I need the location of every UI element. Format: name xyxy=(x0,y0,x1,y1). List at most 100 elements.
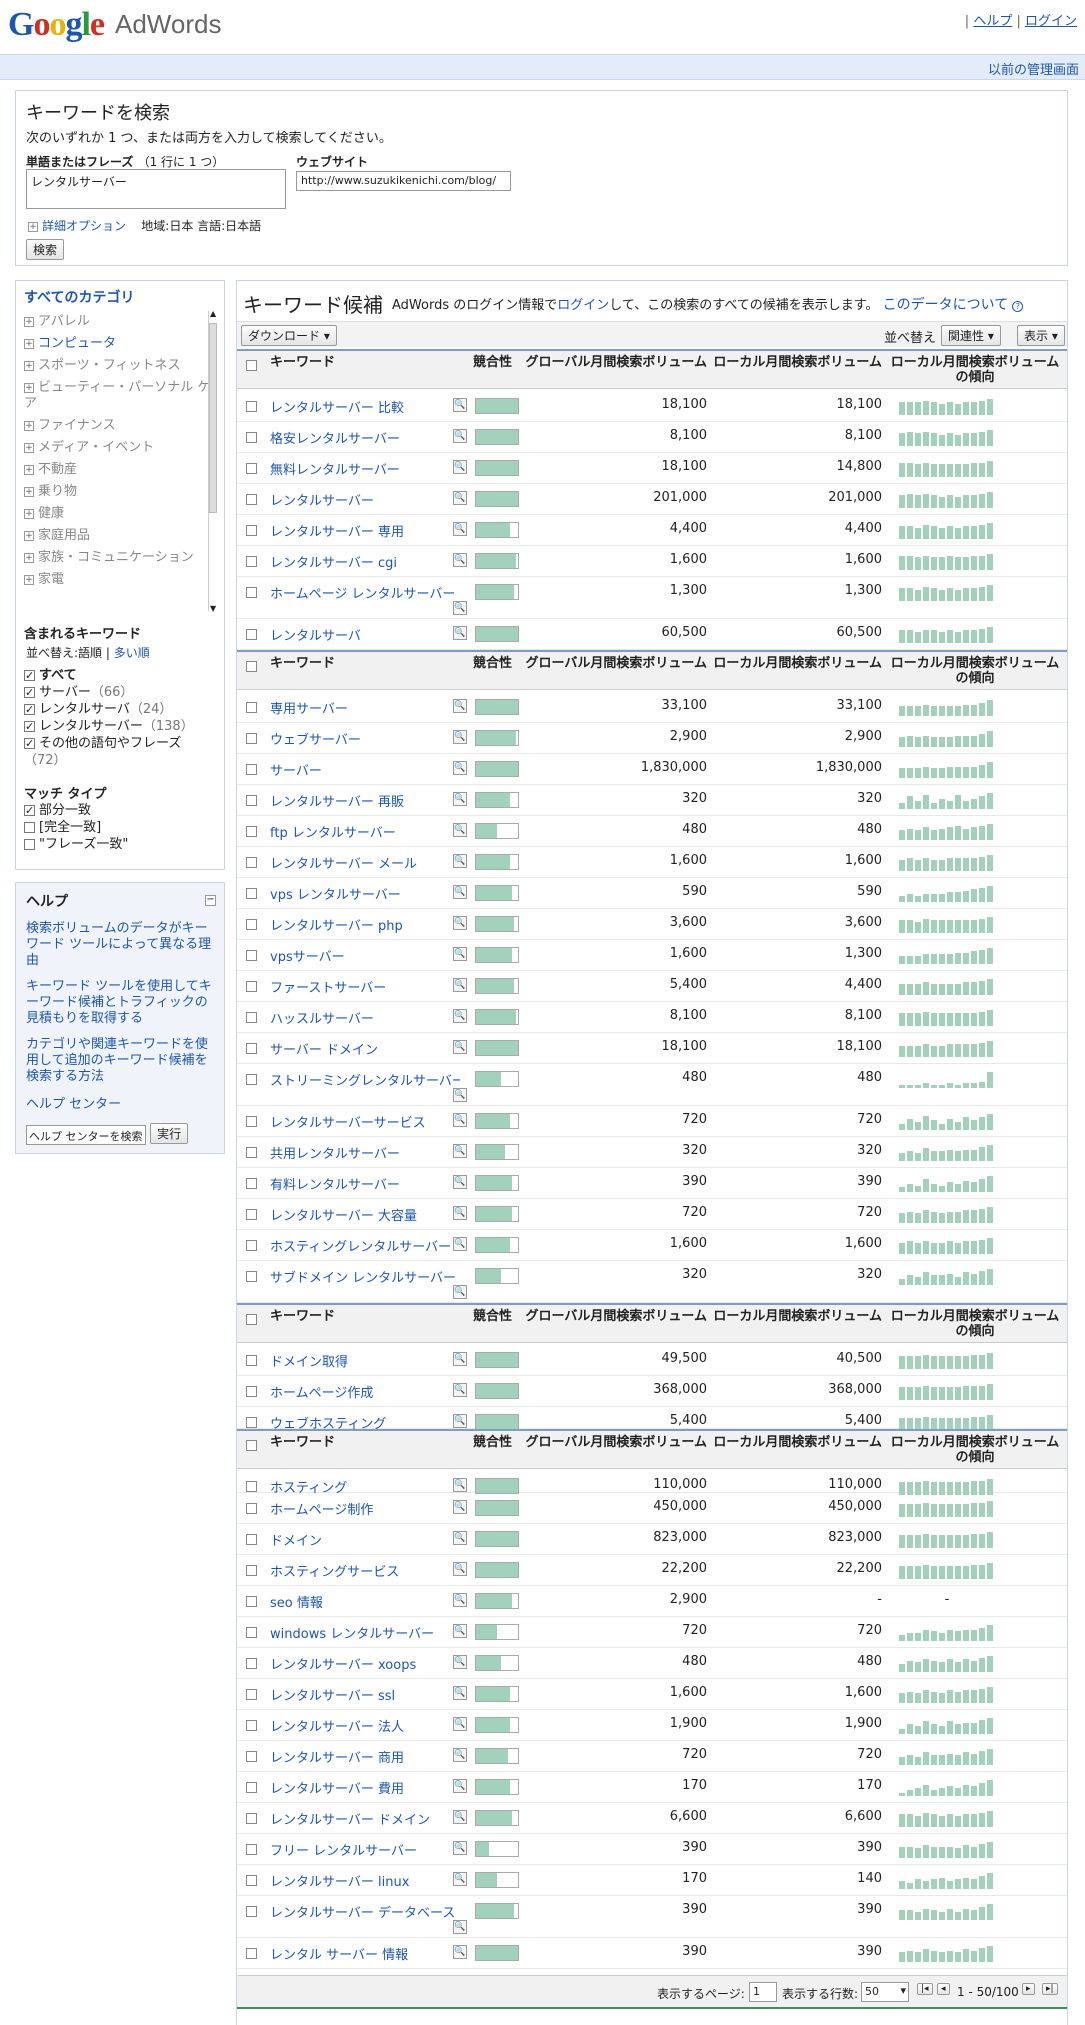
select-all-checkbox[interactable] xyxy=(246,360,257,371)
website-input[interactable]: http://www.suzukikenichi.com/blog/ xyxy=(296,171,511,191)
row-checkbox[interactable] xyxy=(246,1720,257,1731)
search-icon[interactable]: 🔍 xyxy=(453,1113,467,1127)
row-checkbox[interactable] xyxy=(246,1534,257,1545)
checkbox[interactable] xyxy=(24,735,35,752)
keyword-link[interactable]: 格安レンタルサーバー xyxy=(270,432,400,447)
keyword-link[interactable]: ホームページ レンタルサーバー xyxy=(270,587,456,602)
expand-icon[interactable]: + xyxy=(24,316,34,327)
search-icon[interactable]: 🔍 xyxy=(453,1872,467,1886)
row-checkbox[interactable] xyxy=(246,1751,257,1762)
category-item[interactable]: + スポーツ・フィットネス xyxy=(24,355,214,377)
row-checkbox[interactable] xyxy=(246,919,257,930)
keyword-link[interactable]: windows レンタルサーバー xyxy=(270,1627,435,1642)
checkbox[interactable] xyxy=(24,684,35,701)
keyword-link[interactable]: ウェブサーバー xyxy=(270,733,361,748)
search-icon[interactable]: 🔍 xyxy=(453,1040,467,1054)
column-competition[interactable]: 競合性 xyxy=(473,656,513,671)
category-item[interactable]: + 乗り物 xyxy=(24,481,214,503)
row-checkbox[interactable] xyxy=(246,1782,257,1793)
row-checkbox[interactable] xyxy=(246,1240,257,1251)
category-scroll-thumb[interactable] xyxy=(209,323,217,513)
search-icon[interactable]: 🔍 xyxy=(453,1624,467,1638)
row-checkbox[interactable] xyxy=(246,857,257,868)
search-icon[interactable]: 🔍 xyxy=(453,1088,467,1102)
keyword-link[interactable]: サーバー ドメイン xyxy=(270,1043,379,1058)
row-checkbox[interactable] xyxy=(246,1503,257,1514)
keyword-link[interactable]: 無料レンタルサーバー xyxy=(270,463,400,478)
search-icon[interactable]: 🔍 xyxy=(453,1779,467,1793)
search-icon[interactable]: 🔍 xyxy=(453,491,467,505)
row-checkbox[interactable] xyxy=(246,981,257,992)
keyword-link[interactable]: seo 情報 xyxy=(270,1596,323,1611)
search-icon[interactable]: 🔍 xyxy=(453,1655,467,1669)
last-page-icon[interactable]: ▸| xyxy=(1042,1983,1058,1995)
keyword-link[interactable]: 専用サーバー xyxy=(270,702,348,717)
category-item[interactable]: + 健康 xyxy=(24,503,214,525)
included-keyword-filter[interactable]: レンタルサーバ（24） xyxy=(24,701,219,718)
row-checkbox[interactable] xyxy=(246,463,257,474)
keyword-link[interactable]: ストリーミングレンタルサーバー xyxy=(270,1074,460,1089)
expand-icon[interactable]: + xyxy=(24,552,34,563)
row-checkbox[interactable] xyxy=(246,629,257,640)
search-icon[interactable]: 🔍 xyxy=(453,1593,467,1607)
row-checkbox[interactable] xyxy=(246,1596,257,1607)
row-checkbox[interactable] xyxy=(246,702,257,713)
column-competition[interactable]: 競合性 xyxy=(473,1435,513,1450)
subtitle-login-link[interactable]: ログイン xyxy=(557,298,610,313)
keyword-link[interactable]: レンタルサーバー メール xyxy=(270,857,418,872)
select-all-checkbox[interactable] xyxy=(246,1440,257,1451)
column-local-volume[interactable]: ローカル月間検索ボリューム xyxy=(713,1309,882,1324)
keyword-link[interactable]: レンタル サーバー 情報 xyxy=(270,1948,409,1963)
keyword-link[interactable]: ホームページ制作 xyxy=(270,1503,374,1518)
keyword-link[interactable]: ドメイン xyxy=(270,1534,323,1549)
scroll-up-icon[interactable]: ▲ xyxy=(210,309,217,318)
keyword-link[interactable]: 共用レンタルサーバー xyxy=(270,1147,400,1162)
search-icon[interactable]: 🔍 xyxy=(453,1841,467,1855)
column-global-volume[interactable]: グローバル月間検索ボリューム xyxy=(525,355,707,370)
row-checkbox[interactable] xyxy=(246,1074,257,1085)
expand-icon[interactable]: + xyxy=(24,574,34,585)
row-checkbox[interactable] xyxy=(246,950,257,961)
row-checkbox[interactable] xyxy=(246,1627,257,1638)
row-checkbox[interactable] xyxy=(246,1386,257,1397)
category-item[interactable]: + コンピュータ xyxy=(24,333,214,355)
keyword-link[interactable]: サーバー xyxy=(270,764,322,779)
row-checkbox[interactable] xyxy=(246,1481,257,1492)
search-icon[interactable]: 🔍 xyxy=(453,1686,467,1700)
expand-icon[interactable]: + xyxy=(24,420,34,431)
keyword-link[interactable]: レンタルサーバー 再販 xyxy=(270,795,405,810)
view-button[interactable]: 表示 ▾ xyxy=(1017,325,1065,346)
help-circle-icon[interactable]: ? xyxy=(1012,301,1024,312)
rows-select[interactable]: 50 ▾ xyxy=(861,1982,909,2002)
help-article-link[interactable]: 検索ボリュームのデータがキーワード ツールによって異なる理由 xyxy=(26,921,212,968)
column-global-volume[interactable]: グローバル月間検索ボリューム xyxy=(525,1435,707,1450)
expand-icon[interactable]: + xyxy=(24,486,34,497)
keyword-link[interactable]: レンタルサーバー xoops xyxy=(270,1658,417,1673)
checkbox[interactable] xyxy=(24,701,35,718)
about-data-link[interactable]: このデータについて xyxy=(882,297,1009,313)
expand-icon[interactable]: + xyxy=(24,508,34,519)
keyword-link[interactable]: ハッスルサーバー xyxy=(270,1012,374,1027)
keyword-link[interactable]: レンタルサーバー データベース xyxy=(270,1906,456,1921)
expand-icon[interactable]: + xyxy=(24,464,34,475)
keyword-link[interactable]: ホスティングサービス xyxy=(270,1565,400,1580)
column-keyword[interactable]: キーワード xyxy=(270,656,336,671)
match-type-option[interactable]: 部分一致 xyxy=(24,802,219,819)
search-icon[interactable]: 🔍 xyxy=(453,460,467,474)
keyword-link[interactable]: ホスティングレンタルサーバー xyxy=(270,1240,452,1255)
help-center-link[interactable]: ヘルプ センター xyxy=(26,1097,122,1112)
select-all-checkbox[interactable] xyxy=(246,1314,257,1325)
category-scrollbar[interactable]: ▲ ▼ xyxy=(208,309,218,613)
search-icon[interactable]: 🔍 xyxy=(453,1383,467,1397)
collapse-icon[interactable]: − xyxy=(205,894,216,906)
keyword-link[interactable]: レンタルサーバー ssl xyxy=(270,1689,396,1704)
old-ui-link[interactable]: 以前の管理画面 xyxy=(987,63,1079,78)
column-trend[interactable]: ローカル月間検索ボリュームの傾向 xyxy=(890,1435,1060,1465)
help-link[interactable]: ヘルプ xyxy=(973,14,1013,29)
sort-by-count-link[interactable]: 多い順 xyxy=(113,646,150,660)
help-article-link[interactable]: キーワード ツールを使用してキーワード候補とトラフィックの見積もりを取得する xyxy=(26,979,212,1026)
checkbox[interactable] xyxy=(24,822,35,833)
search-icon[interactable]: 🔍 xyxy=(453,1237,467,1251)
search-icon[interactable]: 🔍 xyxy=(453,1531,467,1545)
search-icon[interactable]: 🔍 xyxy=(453,398,467,412)
